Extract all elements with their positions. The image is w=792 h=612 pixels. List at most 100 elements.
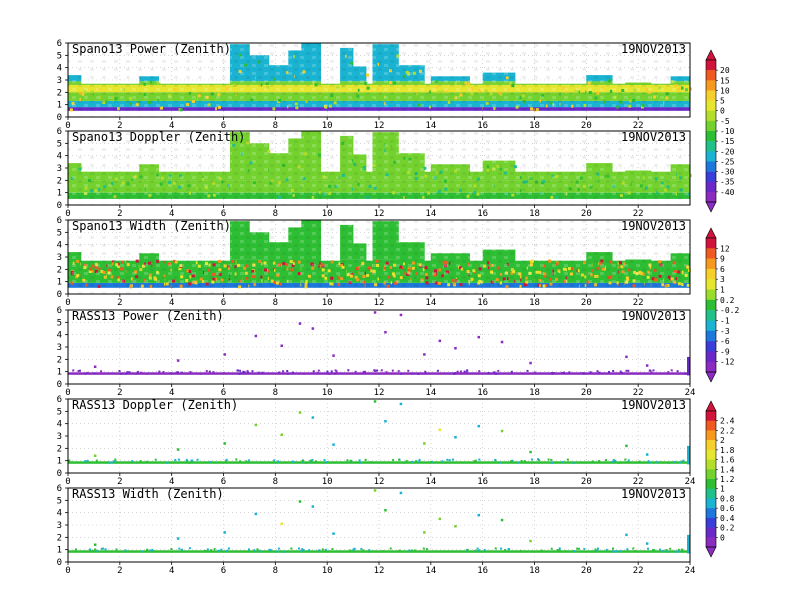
rass-point — [332, 354, 335, 357]
x-tick-label: 12 — [374, 209, 385, 219]
x-tick-label: 24 — [685, 477, 696, 487]
colorbar-tick-label: 9 — [720, 255, 725, 264]
rass-point — [324, 548, 327, 551]
rass-point — [674, 460, 676, 463]
rass-point — [212, 371, 215, 374]
rass-point — [494, 547, 497, 550]
y-tick-label: 1 — [57, 189, 62, 199]
x-tick-label: 24 — [685, 566, 696, 576]
rass-point — [239, 369, 242, 372]
rass-point — [444, 461, 447, 464]
rass-point — [310, 460, 313, 463]
rass-point — [476, 550, 479, 553]
x-tick-label: 2 — [117, 477, 122, 487]
rass-point — [102, 547, 105, 550]
x-tick-label: 8 — [273, 121, 278, 131]
rass-point — [662, 549, 665, 552]
rass-point — [526, 369, 529, 372]
colorbar-tick-label: 1 — [720, 485, 725, 494]
colorbar-swatch — [706, 90, 716, 101]
y-tick-label: 2 — [57, 444, 62, 454]
rass-point — [312, 370, 315, 373]
rass-point — [208, 370, 211, 373]
rass-point — [403, 461, 406, 464]
rass-point — [652, 549, 655, 551]
y-tick-label: 6 — [57, 484, 62, 494]
x-tick-label: 10 — [322, 388, 333, 398]
plot-area — [68, 220, 692, 294]
x-tick-label: 22 — [633, 209, 644, 219]
rass-point — [384, 420, 387, 423]
colorbar-swatch — [706, 488, 716, 499]
rass-point — [504, 549, 507, 551]
rass-point — [100, 370, 103, 373]
rass-point — [93, 454, 97, 457]
rass-point — [652, 369, 655, 372]
colorbar-swatch — [706, 420, 716, 431]
colorbar-swatch — [706, 351, 716, 362]
rass-point — [316, 371, 319, 374]
rass-point — [647, 460, 650, 463]
colorbar-arrow-bottom — [705, 201, 717, 213]
rass-point — [384, 509, 387, 512]
rass-point — [364, 458, 367, 461]
rass-point — [556, 549, 559, 551]
rass-point — [217, 549, 220, 552]
rass-point — [96, 549, 99, 552]
y-tick-label: 5 — [57, 407, 62, 417]
rass-point — [511, 459, 514, 462]
x-tick-label: 8 — [273, 566, 278, 576]
rass-band — [68, 372, 690, 375]
rass-point — [572, 461, 575, 464]
rass-point — [246, 370, 249, 373]
rass-point — [399, 402, 403, 406]
rass-point — [258, 550, 261, 553]
rass-point — [612, 550, 615, 553]
rass-edge — [687, 356, 690, 376]
colorbar-swatch — [706, 268, 716, 280]
x-tick-label: 20 — [581, 566, 592, 576]
x-tick-label: 6 — [221, 209, 226, 219]
rass-point — [298, 547, 300, 550]
x-tick-label: 2 — [117, 566, 122, 576]
rass-point — [591, 460, 594, 463]
rass-point — [424, 370, 427, 373]
rass-point — [226, 549, 228, 552]
rass-point — [326, 461, 328, 463]
rass-point — [261, 371, 264, 374]
rass-point — [359, 461, 362, 464]
rass-point — [397, 370, 400, 373]
x-tick-label: 22 — [633, 388, 644, 398]
rass-point — [478, 458, 481, 461]
rass-point — [656, 461, 659, 464]
rass-point — [625, 355, 628, 359]
y-tick-label: 4 — [57, 152, 62, 162]
rass-point — [417, 372, 420, 375]
rass-point — [105, 461, 108, 464]
y-tick-label: 5 — [57, 228, 62, 238]
rass-point — [650, 371, 653, 374]
rass-point — [135, 372, 137, 375]
rass-point — [474, 549, 477, 552]
x-tick-label: 2 — [117, 298, 122, 308]
rass-point — [280, 344, 283, 347]
rass-point — [311, 327, 315, 330]
y-tick-label: 3 — [57, 253, 62, 263]
rass-point — [676, 370, 679, 373]
rass-point — [304, 461, 307, 464]
rass-point — [243, 371, 246, 374]
rass-point — [508, 548, 510, 550]
rass-point — [392, 459, 395, 462]
colorbar-tick-label: -1 — [720, 316, 730, 325]
rass-point — [373, 489, 377, 492]
rass-point — [583, 547, 586, 550]
colorbar-swatch — [706, 70, 716, 81]
rass-point — [605, 459, 608, 462]
rass-point — [253, 549, 256, 552]
colorbar-tick-label: 0.8 — [720, 494, 735, 503]
rass-point — [141, 550, 144, 553]
colorbar-tick-label: 2.4 — [720, 417, 735, 426]
rass-point — [104, 548, 107, 551]
colorbar-swatch — [706, 279, 716, 290]
rass-point — [154, 458, 157, 461]
